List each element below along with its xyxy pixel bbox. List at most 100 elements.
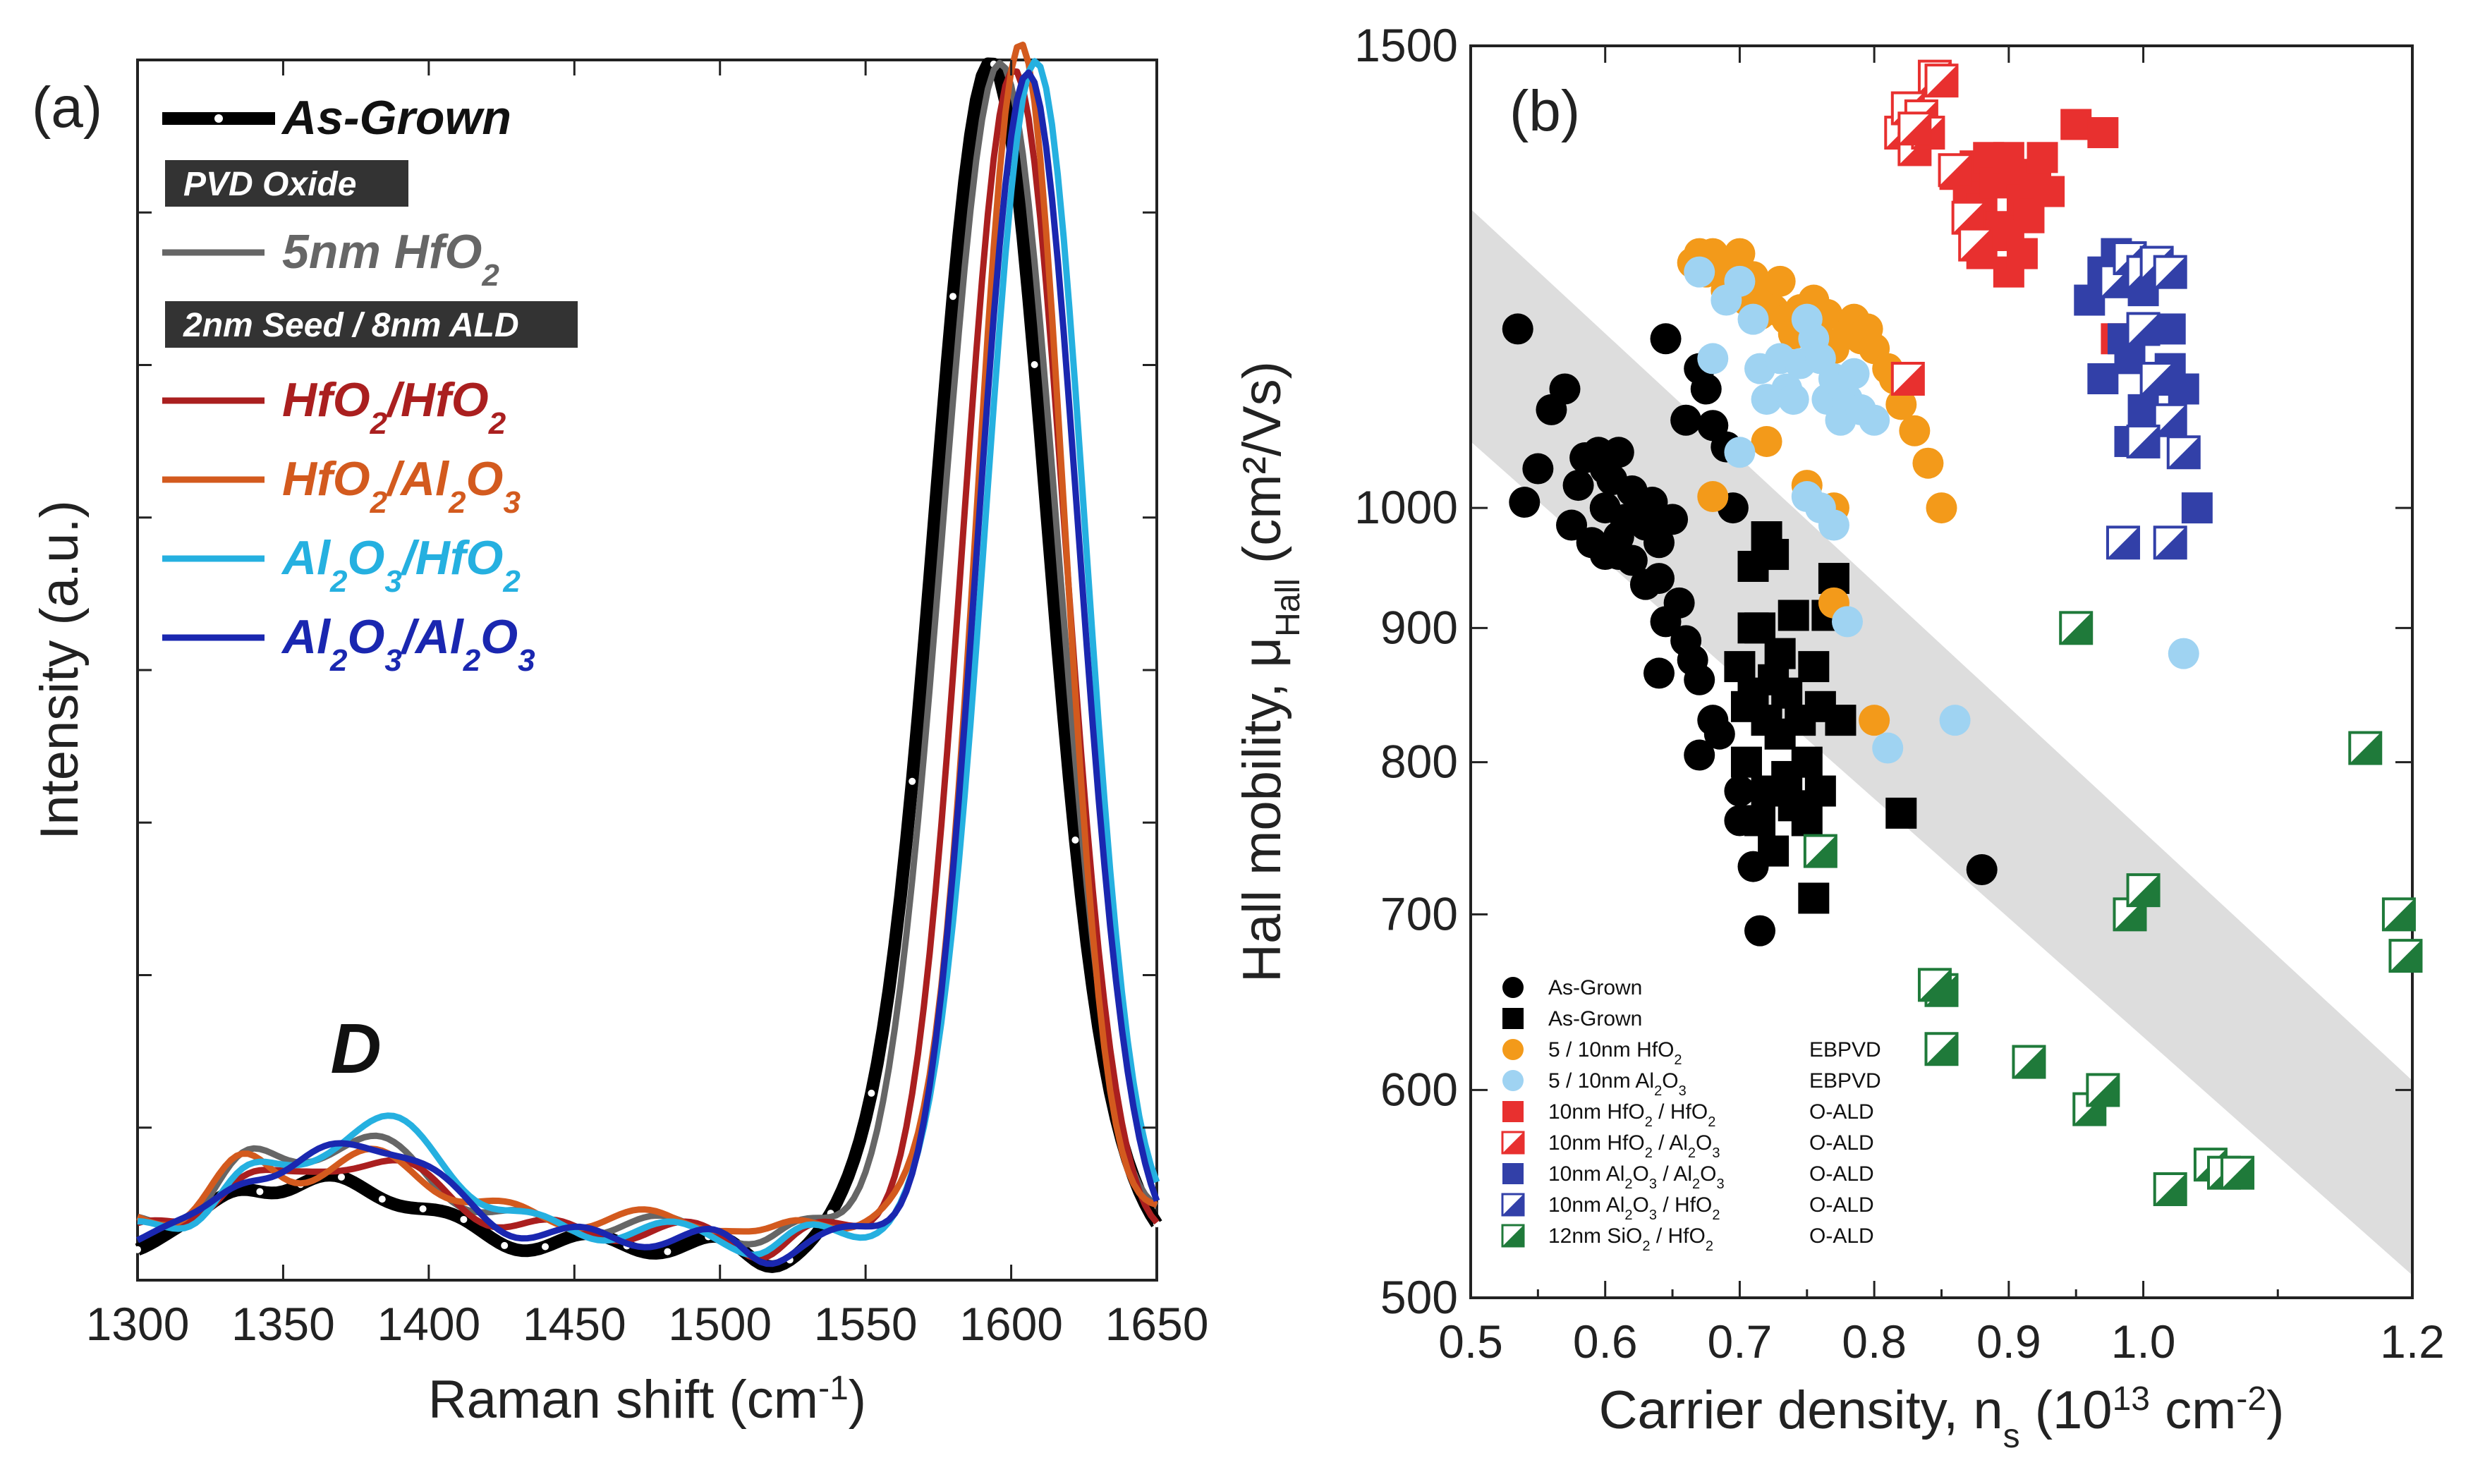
data-point bbox=[1791, 805, 1823, 837]
legend-label-10nm-hfo2-hfo2: 10nm HfO2 / HfO2 bbox=[1548, 1100, 1715, 1130]
data-point bbox=[2153, 255, 2187, 289]
data-point bbox=[1778, 384, 1809, 415]
legend-marker-12nm-sio2-hfo2 bbox=[1501, 1224, 1525, 1248]
data-point bbox=[2027, 142, 2058, 174]
data-point bbox=[1791, 746, 1823, 778]
data-point bbox=[1818, 509, 1849, 541]
legend-header: PVD Oxide bbox=[183, 166, 356, 203]
data-point bbox=[1966, 854, 1998, 886]
data-point bbox=[1825, 705, 1857, 736]
marker-fill bbox=[1926, 1033, 1957, 1065]
data-point bbox=[1764, 265, 1796, 297]
legend-method: EBPVD bbox=[1809, 1069, 1881, 1093]
legend-label-10nm-al2o3-al2o3: 10nm Al2O3 / Al2O3 bbox=[1548, 1162, 1725, 1192]
series-marker-as-grown bbox=[419, 1205, 427, 1212]
data-point bbox=[2388, 939, 2423, 973]
series-5-10nm-al2o3-circle bbox=[1684, 256, 2199, 764]
data-point bbox=[1556, 509, 1588, 541]
marker-fill bbox=[2154, 1174, 2186, 1205]
data-point bbox=[2034, 176, 2065, 207]
data-point bbox=[1859, 705, 1890, 736]
marker-fill bbox=[2127, 875, 2159, 906]
legend-marker-5-10nm-hfo2 bbox=[1502, 1039, 1524, 1060]
marker-fill bbox=[2154, 404, 2186, 436]
legend-marker-10nm-al2o3-hfo2 bbox=[1501, 1193, 1525, 1217]
data-point bbox=[1798, 651, 1830, 683]
data-point bbox=[1724, 265, 1756, 297]
panel-b-y-tick-label: 1000 bbox=[1354, 481, 1458, 533]
series-marker-as-grown bbox=[460, 1215, 468, 1223]
data-point bbox=[1589, 453, 1621, 485]
series-marker-as-grown bbox=[1071, 837, 1079, 844]
data-point bbox=[2086, 1073, 2120, 1107]
marker-fill bbox=[2350, 732, 2381, 764]
data-point bbox=[1657, 504, 1689, 535]
series-marker-as-grown bbox=[338, 1173, 345, 1181]
trend-band bbox=[1471, 209, 2412, 1276]
data-point bbox=[1703, 718, 1735, 750]
data-point bbox=[1939, 705, 1971, 736]
data-point bbox=[1938, 153, 1972, 188]
legend-header-box bbox=[165, 301, 578, 348]
data-point bbox=[1885, 797, 1917, 829]
panel-a: 1300 1350 1400 1450 1500 1550 1600 1650 (a) Ram… bbox=[30, 0, 1208, 1430]
legend-label-as-grown: As-Grown bbox=[1548, 976, 1642, 999]
data-point bbox=[2106, 525, 2140, 560]
data-point bbox=[1724, 775, 1756, 807]
data-point bbox=[2126, 873, 2161, 908]
data-point bbox=[1737, 303, 1769, 335]
legend-swatch-dot bbox=[214, 114, 223, 123]
data-point bbox=[1924, 1032, 1959, 1066]
legend-label-al2o3-al2o3: Al2O3/Al2O3 bbox=[281, 610, 535, 678]
legend-marker-as-grown bbox=[1502, 977, 1524, 998]
data-point bbox=[2168, 638, 2199, 669]
marker-fill bbox=[1899, 113, 1931, 145]
data-point bbox=[1804, 775, 1836, 807]
panel-b-x-axis-label: Carrier density, ns (1013 cm-2) bbox=[1599, 1380, 2285, 1455]
panel-b: 0.5 0.6 0.7 0.8 0.9 1.0 1.2 500 600 700 800 900 1000… bbox=[1232, 19, 2445, 1455]
series-10nm-hfo2-al2o3-half-square bbox=[1884, 59, 1993, 396]
data-point bbox=[1751, 425, 1782, 457]
data-point bbox=[1697, 481, 1729, 513]
data-point bbox=[2181, 492, 2213, 524]
data-point bbox=[1885, 389, 1917, 420]
marker-fill bbox=[1952, 202, 1984, 233]
data-point bbox=[1958, 227, 1993, 262]
data-point bbox=[1764, 638, 1796, 669]
marker-fill bbox=[2127, 313, 2159, 345]
series-marker-as-grown bbox=[378, 1196, 386, 1203]
legend-marker-10nm-al2o3-al2o3 bbox=[1502, 1163, 1524, 1184]
data-point bbox=[1724, 651, 1756, 683]
data-point bbox=[1838, 358, 1870, 389]
legend-method: EBPVD bbox=[1809, 1038, 1881, 1062]
series-line-al2o3-al2o3 bbox=[136, 69, 1160, 1267]
series-marker-as-grown bbox=[542, 1243, 549, 1251]
marker-fill bbox=[2087, 1074, 2119, 1106]
marker-fill bbox=[1502, 1194, 1524, 1215]
marker-fill bbox=[2154, 256, 2186, 288]
series-marker-as-grown bbox=[664, 1248, 672, 1255]
legend-label-al2o3-hfo2: Al2O3/HfO2 bbox=[281, 531, 521, 599]
data-point bbox=[2126, 312, 2161, 346]
panel-b-y-tick-label: 1500 bbox=[1354, 19, 1458, 71]
panel-b-x-tick-label: 0.6 bbox=[1573, 1315, 1638, 1368]
data-point bbox=[1509, 487, 1541, 518]
panel-b-x-tick-label: 0.8 bbox=[1842, 1315, 1907, 1368]
data-point bbox=[1522, 453, 1554, 485]
panel-b-y-tick-label: 700 bbox=[1380, 887, 1458, 939]
panel-a-x-tick-label: 1600 bbox=[959, 1298, 1063, 1350]
series-marker-as-grown bbox=[868, 1089, 875, 1097]
panel-a-curves bbox=[134, 42, 1162, 1273]
marker-fill bbox=[1939, 154, 1971, 186]
data-point bbox=[1643, 527, 1675, 559]
panel-b-x-tick-label: 0.5 bbox=[1438, 1315, 1503, 1368]
data-point bbox=[1697, 343, 1729, 375]
panel-a-x-tick-label: 1500 bbox=[668, 1298, 772, 1350]
data-point bbox=[1603, 521, 1634, 553]
series-line-hfo2-hfo2 bbox=[136, 68, 1160, 1262]
panel-b-y-tick-label: 600 bbox=[1380, 1063, 1458, 1115]
marker-fill bbox=[2013, 1046, 2045, 1078]
panel-b-y-tick-label: 900 bbox=[1380, 601, 1458, 653]
series-10nm-al2o3-hfo2-half-square bbox=[2099, 241, 2201, 560]
panel-b-ticks: 0.5 0.6 0.7 0.8 0.9 1.0 1.2 500 600 700 800 900 1000… bbox=[1354, 19, 2445, 1368]
